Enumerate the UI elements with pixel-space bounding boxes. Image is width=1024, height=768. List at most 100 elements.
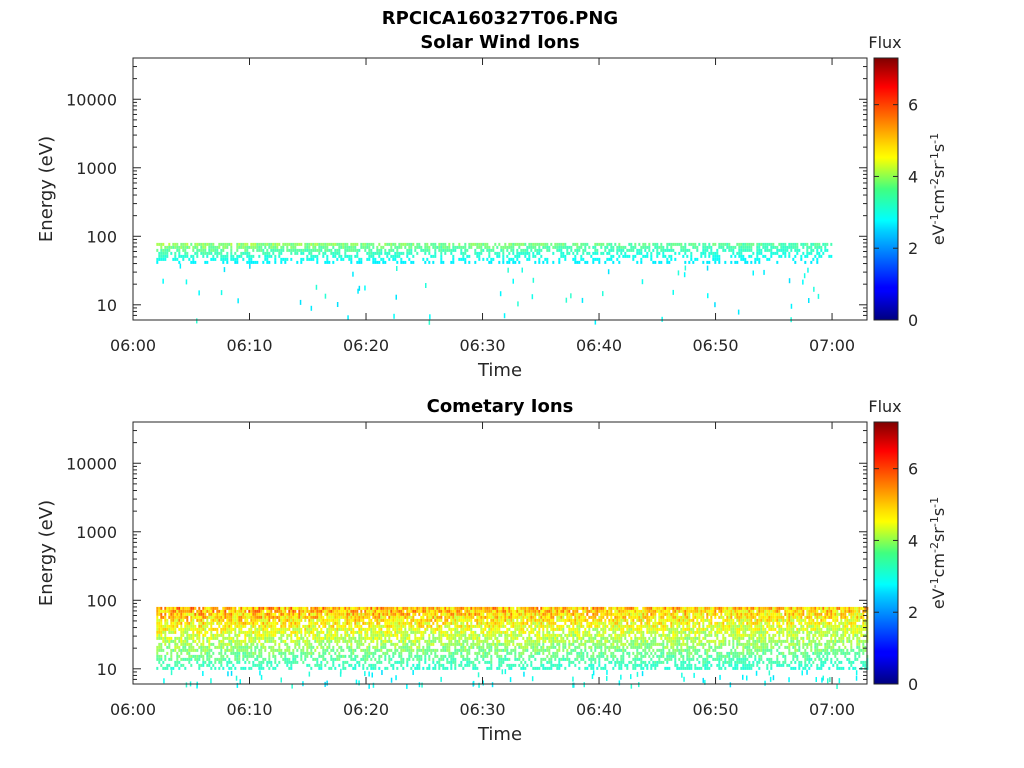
spectrogram-cell — [406, 615, 409, 619]
spectrogram-cell — [502, 642, 505, 646]
spectrogram-cell — [306, 257, 309, 261]
spectrogram-cell — [240, 621, 243, 625]
spectrogram-cell — [302, 615, 305, 619]
spectrogram-cell — [198, 666, 201, 670]
spectrogram-cell — [330, 648, 333, 652]
spectrogram-cell — [560, 606, 563, 610]
spectrogram-cell — [384, 621, 387, 625]
spectrogram-cell — [340, 633, 343, 637]
spectrogram-cell — [264, 618, 267, 622]
spectrogram-cell — [342, 621, 345, 625]
spectrogram-cell — [476, 651, 479, 655]
spectrogram-cell — [618, 633, 621, 637]
spectrogram-cell — [576, 627, 579, 631]
spectrogram-cell — [552, 615, 555, 619]
y-tick-label: 10000 — [66, 90, 117, 109]
spectrogram-cell — [604, 651, 607, 655]
spectrogram-cell — [464, 645, 467, 649]
spectrogram-cell — [484, 651, 487, 655]
spectrogram-cell — [158, 621, 161, 625]
spectrogram-cell — [244, 648, 247, 652]
spectrogram-cell — [186, 615, 189, 619]
spectrogram-cell — [302, 248, 305, 252]
spectrogram-cell — [162, 630, 165, 634]
spectrogram-cell — [364, 242, 367, 246]
spectrogram-cell — [504, 639, 507, 643]
spectrogram-cell — [270, 245, 273, 249]
spectrogram-cell — [526, 639, 529, 643]
spectrogram-cell — [210, 621, 213, 625]
spectrogram-cell — [592, 609, 595, 613]
spectrogram-cell — [190, 242, 193, 246]
spectrogram-cell — [194, 242, 197, 246]
spectrogram-cell — [706, 265, 709, 271]
spectrogram-cell — [332, 251, 335, 255]
spectrogram-cell — [542, 657, 545, 661]
spectrogram-cell — [612, 642, 615, 646]
spectrogram-cell — [816, 260, 819, 264]
spectrogram-cell — [758, 260, 761, 264]
spectrogram-cell — [188, 245, 191, 249]
x-tick-label: 06:10 — [226, 336, 272, 355]
spectrogram-cell — [184, 254, 187, 258]
spectrogram-cell — [536, 606, 539, 610]
spectrogram-cell — [248, 645, 251, 649]
spectrogram-cell — [428, 248, 431, 252]
spectrogram-cell — [424, 654, 427, 658]
spectrogram-cell — [328, 609, 331, 613]
spectrogram-cell — [458, 642, 461, 646]
spectrogram-cell — [776, 251, 779, 255]
spectrogram-cell — [692, 245, 695, 249]
spectrogram-cell — [590, 254, 593, 258]
spectrogram-cell — [398, 242, 401, 246]
spectrogram-cell — [570, 618, 573, 622]
spectrogram-cell — [292, 248, 295, 252]
spectrogram-cell — [172, 245, 175, 249]
spectrogram-cell — [396, 618, 399, 622]
spectrogram-cell — [356, 612, 359, 616]
spectrogram-cell — [478, 660, 481, 664]
spectrogram-cell — [156, 615, 159, 619]
spectrogram-cell — [584, 648, 587, 652]
spectrogram-cell — [382, 609, 385, 613]
spectrogram-cell — [452, 651, 455, 655]
spectrogram-cell — [458, 639, 461, 643]
spectrogram-cell — [548, 618, 551, 622]
spectrogram-cell — [344, 615, 347, 619]
spectrogram-cell — [270, 612, 273, 616]
spectrogram-cell — [362, 606, 365, 610]
spectrogram-cell — [576, 633, 579, 637]
spectrogram-cell — [296, 636, 299, 640]
spectrogram-cell — [730, 254, 733, 258]
spectrogram-cell — [446, 657, 449, 661]
spectrogram-cell — [304, 627, 307, 631]
spectrogram-cell — [304, 654, 307, 658]
spectrogram-cell — [170, 666, 173, 670]
spectrogram-cell — [494, 606, 497, 610]
spectrogram-cell — [592, 651, 595, 655]
spectrogram-cell — [298, 621, 301, 625]
spectrogram-cell — [498, 606, 501, 610]
spectrogram-cell — [160, 657, 163, 661]
spectrogram-cell — [422, 612, 425, 616]
spectrogram-cell — [696, 245, 699, 249]
spectrogram-cell — [602, 609, 605, 613]
spectrogram-cell — [452, 257, 455, 261]
spectrogram-cell — [254, 260, 257, 264]
spectrogram-cell — [180, 254, 183, 258]
spectrogram-cell — [486, 651, 489, 655]
spectrogram-cell — [686, 254, 689, 258]
spectrogram-cell — [786, 248, 789, 252]
spectrogram-cell — [522, 618, 525, 622]
spectrogram-cell — [532, 630, 535, 634]
spectrogram-cell — [522, 609, 525, 613]
spectrogram-cell — [220, 609, 223, 613]
spectrogram-cell — [540, 648, 543, 652]
spectrogram-cell — [402, 648, 405, 652]
spectrogram-cell — [536, 609, 539, 613]
spectrogram-cell — [368, 245, 371, 249]
spectrogram-cell — [288, 248, 291, 252]
spectrogram-cell — [280, 245, 283, 249]
spectrogram-cell — [448, 615, 451, 619]
spectrogram-cell — [594, 606, 597, 610]
